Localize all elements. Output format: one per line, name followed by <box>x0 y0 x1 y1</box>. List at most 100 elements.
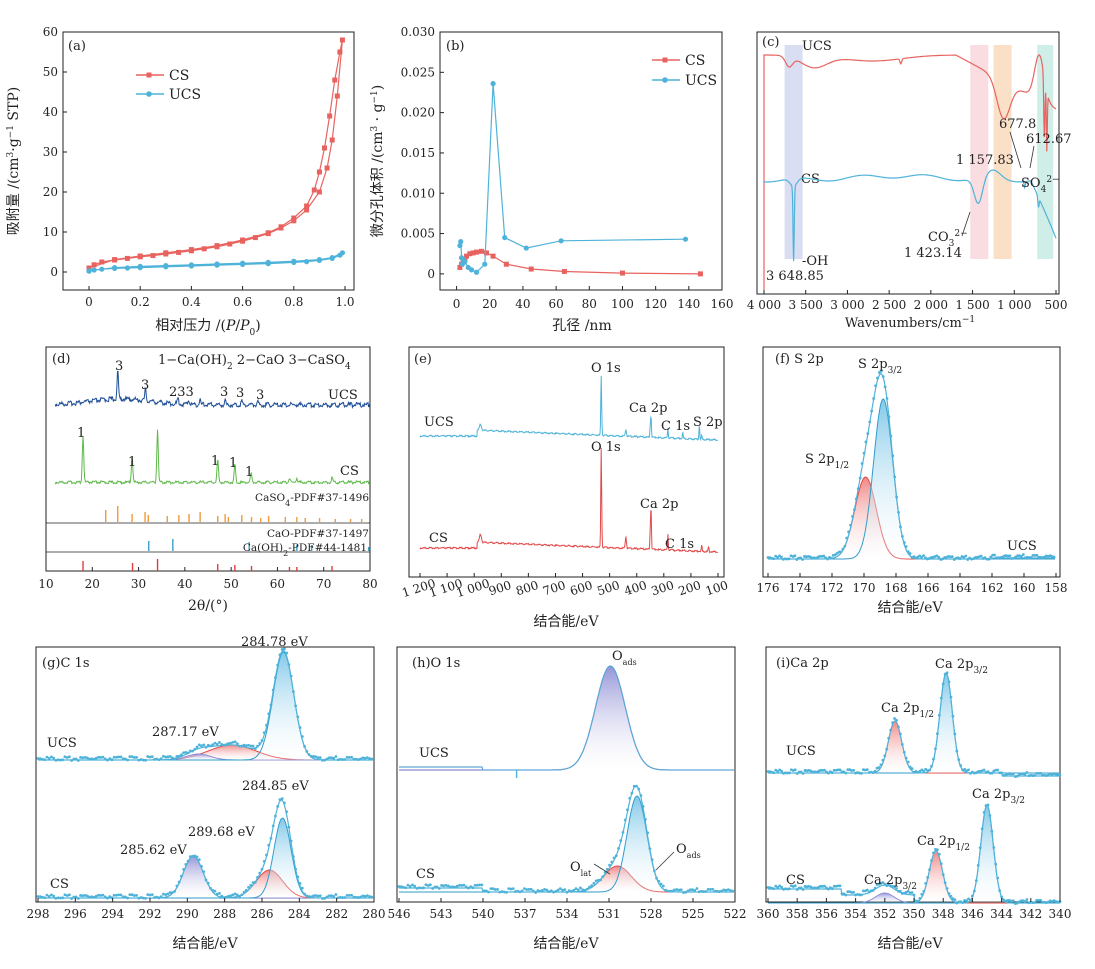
measured-point <box>182 867 186 871</box>
measured-point <box>38 757 42 761</box>
data-point-ucs <box>329 255 335 261</box>
measured-point <box>655 876 658 880</box>
measured-point <box>280 648 284 651</box>
data-point-cs <box>334 93 340 99</box>
measured-point <box>56 758 60 762</box>
measured-point <box>231 741 235 744</box>
measured-point <box>1025 771 1029 774</box>
x-tick-label: 280 <box>363 907 386 921</box>
data-point-ucs <box>86 268 92 274</box>
measured-point <box>841 547 845 551</box>
panel-h-olat-label: Olat <box>570 860 592 878</box>
measured-point <box>996 768 1000 772</box>
measured-point <box>900 742 904 746</box>
x-tick-label: 170 <box>853 581 876 595</box>
measured-point <box>209 886 212 890</box>
measured-point <box>341 758 345 761</box>
panel-b: (b) 0 0.005 0.010 0.015 0.020 0.025 0.030 0 20 4… <box>370 25 733 334</box>
x-tick-label: 352 <box>873 907 896 921</box>
measured-point <box>635 784 638 788</box>
measured-point <box>411 883 414 887</box>
measured-point <box>772 771 776 775</box>
measured-point <box>159 757 163 761</box>
y-tick-label: 60 <box>43 25 58 39</box>
data-point-cs <box>91 262 97 268</box>
measured-point <box>846 890 850 894</box>
measured-point <box>932 851 935 855</box>
measured-point <box>549 889 553 893</box>
measured-point <box>339 895 342 899</box>
measured-point <box>525 888 529 891</box>
panel-a: (a) 0 10 20 30 40 50 60 0 0.2 0.4 0.6 0.8 1.0 吸附量 /… <box>6 25 355 338</box>
measured-point <box>906 550 910 554</box>
measured-point <box>455 884 459 888</box>
measured-point <box>686 889 690 893</box>
measured-point <box>52 894 56 898</box>
measured-point <box>83 756 87 759</box>
measured-point <box>920 892 924 896</box>
panel-i-series <box>766 671 1062 905</box>
measured-point <box>617 846 620 850</box>
measured-point <box>97 755 100 759</box>
measured-point <box>186 751 190 755</box>
measured-point <box>426 884 430 887</box>
measured-point <box>872 397 875 400</box>
measured-point <box>482 889 486 893</box>
measured-point <box>1035 771 1039 775</box>
panel-d-cs-label: CS <box>340 464 359 479</box>
measured-point <box>314 894 318 897</box>
measured-point <box>330 756 333 760</box>
data-point-ucs <box>468 267 475 273</box>
data-point-cs <box>265 230 271 236</box>
y-tick-label: 30 <box>43 145 58 159</box>
measured-point <box>980 827 984 831</box>
panel-i-ca2p12-cs: Ca 2p1/2 <box>917 834 970 853</box>
measured-point <box>953 732 957 736</box>
legend-b-ucs-label: UCS <box>685 73 717 89</box>
measured-point <box>130 893 134 897</box>
measured-point <box>359 895 362 899</box>
x-tick-label: 174 <box>789 581 812 595</box>
measured-point <box>588 885 591 889</box>
data-point-cs <box>464 253 470 259</box>
measured-point <box>534 891 538 894</box>
measured-point <box>844 893 848 897</box>
measured-point <box>65 756 69 759</box>
measured-point <box>547 890 551 894</box>
x-tick-label: 360 <box>757 907 780 921</box>
measured-point <box>123 757 127 761</box>
measured-point <box>76 897 80 900</box>
measured-point <box>565 890 569 894</box>
data-point-cs <box>112 257 118 263</box>
measured-point <box>193 854 197 858</box>
data-point-cs <box>322 145 328 151</box>
measured-point <box>574 887 578 891</box>
measured-point <box>204 745 208 749</box>
x-tick-label: 100 <box>611 297 634 311</box>
x-tick-label: 140 <box>677 297 700 311</box>
legend-cs-marker <box>146 72 152 78</box>
fit-component-area <box>768 805 1060 903</box>
measured-point <box>971 894 974 898</box>
measured-point <box>307 753 311 756</box>
measured-point <box>128 893 132 897</box>
measured-point <box>993 553 996 557</box>
measured-point <box>832 884 836 888</box>
measured-point <box>361 756 365 760</box>
measured-point <box>826 887 830 891</box>
x-tick-label: 800 <box>514 578 540 598</box>
measured-point <box>937 713 941 717</box>
measured-point <box>532 889 535 893</box>
panel-b-y-ticks: 0 0.005 0.010 0.015 0.020 0.025 0.030 <box>401 25 444 281</box>
measured-point <box>343 896 347 899</box>
series-line-ucs <box>459 83 686 274</box>
ir-band <box>784 45 803 259</box>
measured-point <box>126 896 129 900</box>
measured-point <box>893 475 897 479</box>
measured-point <box>776 770 780 773</box>
measured-point <box>883 754 887 758</box>
series-line-cs <box>88 39 343 271</box>
data-point-cs <box>329 137 335 143</box>
measured-point <box>870 409 874 413</box>
measured-point <box>576 888 580 892</box>
